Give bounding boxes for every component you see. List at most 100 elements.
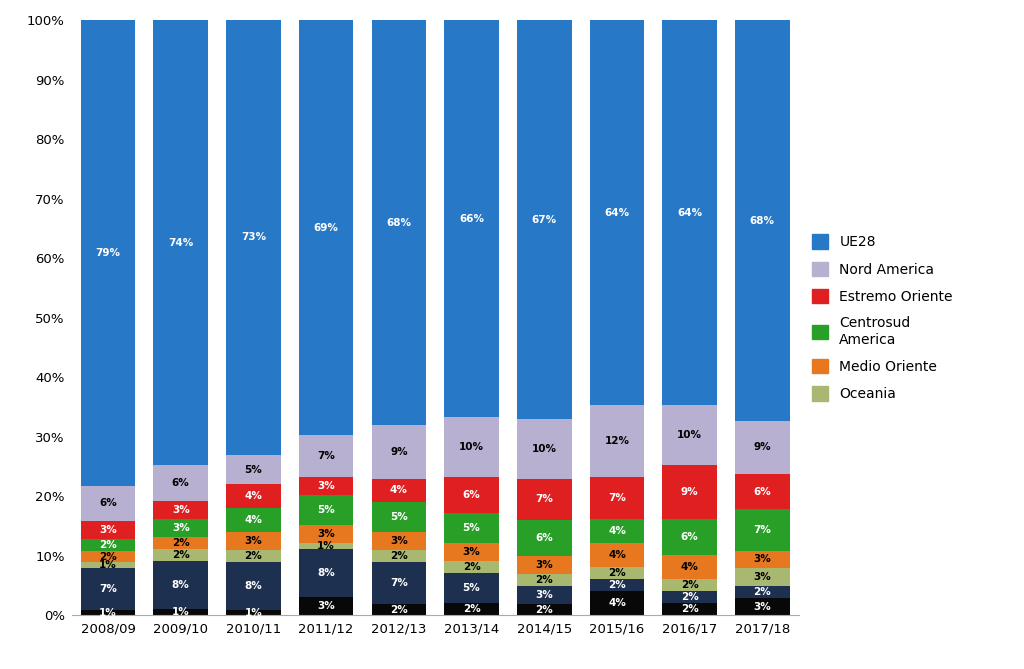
Bar: [299, 543, 353, 549]
Text: 3%: 3%: [536, 560, 553, 570]
Bar: [735, 509, 790, 551]
Text: 67%: 67%: [531, 215, 557, 225]
Text: 3%: 3%: [463, 547, 480, 557]
Bar: [517, 586, 571, 603]
Text: 5%: 5%: [317, 505, 335, 515]
Text: 8%: 8%: [245, 581, 262, 591]
Bar: [81, 521, 135, 539]
Text: 3%: 3%: [317, 529, 335, 539]
Text: 7%: 7%: [754, 525, 771, 535]
Bar: [735, 586, 790, 598]
Bar: [226, 455, 281, 484]
Bar: [517, 603, 571, 615]
Bar: [154, 501, 208, 519]
Text: 2%: 2%: [463, 563, 480, 573]
Bar: [444, 513, 499, 543]
Text: 3%: 3%: [754, 601, 771, 611]
Text: 7%: 7%: [536, 494, 553, 504]
Bar: [154, 519, 208, 537]
Bar: [590, 591, 644, 615]
Text: 5%: 5%: [390, 512, 408, 522]
Bar: [663, 20, 717, 405]
Bar: [444, 477, 499, 513]
Text: 79%: 79%: [95, 248, 121, 258]
Text: 9%: 9%: [681, 487, 698, 497]
Bar: [663, 591, 717, 603]
Bar: [663, 579, 717, 591]
Text: 69%: 69%: [313, 223, 339, 233]
Bar: [663, 555, 717, 579]
Text: 12%: 12%: [604, 436, 630, 446]
Bar: [590, 477, 644, 519]
Text: 2%: 2%: [681, 593, 698, 603]
Bar: [226, 20, 281, 455]
Text: 2%: 2%: [536, 575, 553, 585]
Text: 2%: 2%: [390, 551, 408, 561]
Bar: [517, 478, 571, 520]
Text: 2%: 2%: [99, 551, 117, 561]
Bar: [299, 549, 353, 597]
Text: 2%: 2%: [390, 605, 408, 615]
Text: 4%: 4%: [608, 551, 626, 561]
Text: 73%: 73%: [241, 232, 266, 242]
Legend: UE28, Nord America, Estremo Oriente, Centrosud
America, Medio Oriente, Oceania: UE28, Nord America, Estremo Oriente, Cen…: [806, 229, 958, 407]
Bar: [590, 405, 644, 477]
Bar: [663, 405, 717, 465]
Text: 3%: 3%: [317, 481, 335, 491]
Bar: [372, 562, 426, 603]
Bar: [372, 550, 426, 562]
Bar: [81, 486, 135, 521]
Text: 2%: 2%: [608, 569, 626, 579]
Bar: [226, 508, 281, 532]
Bar: [154, 549, 208, 561]
Bar: [372, 603, 426, 615]
Text: 3%: 3%: [536, 589, 553, 599]
Text: 2%: 2%: [536, 605, 553, 615]
Text: 9%: 9%: [390, 447, 408, 457]
Text: 7%: 7%: [99, 584, 117, 594]
Text: 9%: 9%: [754, 442, 771, 452]
Text: 2%: 2%: [463, 605, 480, 614]
Text: 64%: 64%: [604, 207, 630, 217]
Bar: [154, 609, 208, 615]
Bar: [735, 20, 790, 421]
Bar: [444, 543, 499, 561]
Bar: [299, 495, 353, 525]
Bar: [735, 421, 790, 474]
Text: 2%: 2%: [172, 539, 189, 549]
Text: 6%: 6%: [681, 533, 698, 543]
Text: 2%: 2%: [754, 587, 771, 597]
Bar: [299, 597, 353, 615]
Text: 5%: 5%: [463, 523, 480, 533]
Bar: [81, 20, 135, 486]
Text: 6%: 6%: [99, 498, 117, 508]
Bar: [299, 477, 353, 495]
Text: 3%: 3%: [172, 523, 189, 533]
Bar: [81, 551, 135, 563]
Text: 10%: 10%: [531, 444, 557, 454]
Text: 3%: 3%: [390, 536, 408, 546]
Text: 8%: 8%: [317, 569, 335, 579]
Text: 2%: 2%: [681, 605, 698, 614]
Bar: [517, 419, 571, 478]
Text: 2%: 2%: [245, 551, 262, 561]
Bar: [226, 550, 281, 562]
Text: 3%: 3%: [754, 572, 771, 582]
Text: 6%: 6%: [536, 533, 553, 543]
Text: 6%: 6%: [172, 478, 189, 488]
Bar: [226, 484, 281, 508]
Text: 1%: 1%: [99, 561, 117, 571]
Text: 2%: 2%: [681, 581, 698, 591]
Bar: [517, 556, 571, 574]
Bar: [590, 567, 644, 579]
Text: 7%: 7%: [317, 451, 335, 461]
Text: 4%: 4%: [245, 515, 262, 525]
Bar: [517, 20, 571, 419]
Text: 3%: 3%: [317, 601, 335, 611]
Bar: [663, 603, 717, 615]
Bar: [590, 519, 644, 543]
Bar: [372, 532, 426, 550]
Text: 4%: 4%: [608, 527, 626, 537]
Text: 3%: 3%: [99, 525, 117, 535]
Bar: [154, 465, 208, 501]
